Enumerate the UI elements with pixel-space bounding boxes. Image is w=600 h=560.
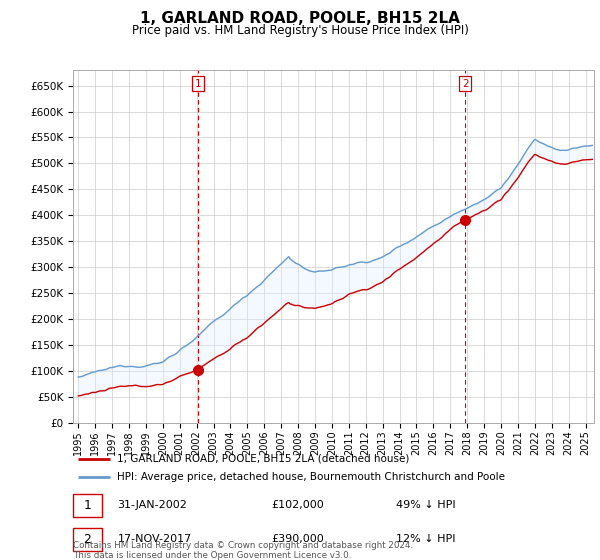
Text: 49% ↓ HPI: 49% ↓ HPI — [396, 500, 456, 510]
Text: 2: 2 — [83, 533, 91, 546]
Text: 1, GARLAND ROAD, POOLE, BH15 2LA: 1, GARLAND ROAD, POOLE, BH15 2LA — [140, 11, 460, 26]
Text: 1, GARLAND ROAD, POOLE, BH15 2LA (detached house): 1, GARLAND ROAD, POOLE, BH15 2LA (detach… — [118, 454, 410, 464]
Text: 12% ↓ HPI: 12% ↓ HPI — [396, 534, 455, 544]
Text: 17-NOV-2017: 17-NOV-2017 — [118, 534, 192, 544]
Text: HPI: Average price, detached house, Bournemouth Christchurch and Poole: HPI: Average price, detached house, Bour… — [118, 473, 505, 482]
Text: 2: 2 — [462, 79, 469, 89]
FancyBboxPatch shape — [73, 494, 102, 517]
Text: 1: 1 — [83, 499, 91, 512]
FancyBboxPatch shape — [73, 528, 102, 551]
Text: £102,000: £102,000 — [271, 500, 324, 510]
Text: 1: 1 — [194, 79, 202, 89]
Text: Contains HM Land Registry data © Crown copyright and database right 2024.
This d: Contains HM Land Registry data © Crown c… — [73, 540, 413, 560]
Text: £390,000: £390,000 — [271, 534, 324, 544]
Text: 31-JAN-2002: 31-JAN-2002 — [118, 500, 187, 510]
Text: Price paid vs. HM Land Registry's House Price Index (HPI): Price paid vs. HM Land Registry's House … — [131, 24, 469, 36]
